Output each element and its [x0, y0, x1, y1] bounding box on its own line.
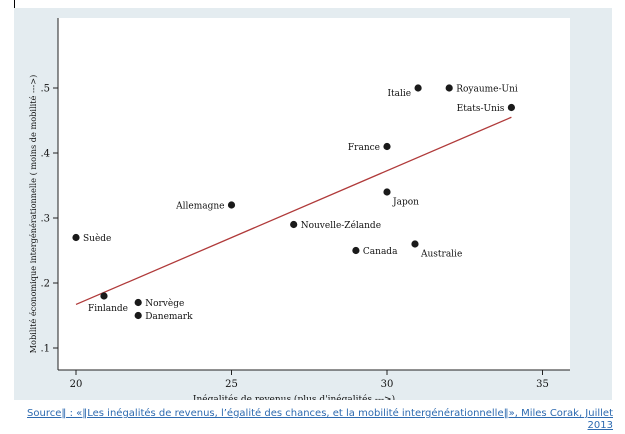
point-label: Suède [83, 233, 111, 244]
point-label: Norvège [145, 298, 184, 309]
point-label: Australie [420, 250, 462, 260]
point-label: Japon [392, 198, 419, 208]
source-link[interactable]: Source‖ : «‖Les inégalités de revenus, l… [27, 408, 613, 431]
data-point [507, 103, 515, 112]
fit-line [75, 116, 512, 306]
data-point [134, 311, 142, 320]
data-point [383, 188, 391, 196]
x-tick-label: 25 [225, 379, 238, 390]
data-point [227, 201, 236, 209]
point-label: Danemark [145, 312, 193, 322]
point-label: Royaume-Uni [456, 85, 518, 95]
data-point [414, 84, 422, 92]
data-point [411, 240, 419, 248]
point-label: Nouvelle-Zélande [301, 220, 381, 231]
point-label: France [348, 143, 380, 153]
scatter-chart: 20 25 30 35 .1 .2 .3 .4 .5 Inégalités de revenus … [28, 18, 570, 400]
plot-area [58, 18, 570, 370]
y-tick-label: .5 [40, 84, 50, 95]
point-label: Etats-Unis [457, 104, 505, 114]
data-point [100, 292, 108, 300]
x-axis-label: Inégalités de revenus (plus d'inégalités… [193, 394, 395, 400]
point-label: Italie [387, 89, 411, 99]
y-tick-label: .4 [40, 149, 50, 160]
data-point [290, 220, 298, 229]
data-point [383, 142, 391, 151]
point-label: Allemagne [175, 202, 224, 212]
y-tick-label: .1 [40, 344, 50, 355]
point-label: Canada [363, 247, 398, 257]
source-caption: Source‖ : «‖Les inégalités de revenus, l… [23, 408, 613, 432]
data-point [352, 246, 360, 255]
data-point [445, 84, 453, 92]
x-tick-label: 35 [536, 379, 549, 390]
y-tick-label: .3 [40, 214, 50, 225]
chart-frame: 20 25 30 35 .1 .2 .3 .4 .5 Inégalités de revenus … [14, 8, 612, 400]
data-point [134, 298, 142, 307]
x-tick-label: 30 [381, 379, 394, 390]
point-label: Finlande [88, 304, 128, 314]
x-tick-label: 20 [70, 379, 83, 390]
y-axis-label: Mobilité économique intergénérationnelle… [28, 75, 38, 354]
top-divider [14, 0, 15, 8]
data-point [72, 233, 80, 242]
y-tick-label: .2 [40, 279, 50, 290]
